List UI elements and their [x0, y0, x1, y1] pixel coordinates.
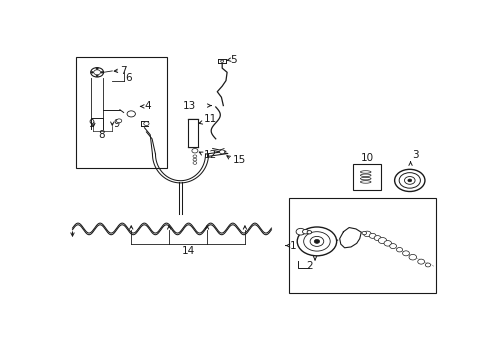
Text: 10: 10: [360, 153, 373, 163]
Circle shape: [309, 237, 323, 246]
Text: 15: 15: [232, 155, 245, 165]
Circle shape: [91, 72, 93, 73]
Circle shape: [96, 75, 98, 77]
Circle shape: [378, 238, 386, 244]
Circle shape: [127, 111, 135, 117]
Circle shape: [394, 169, 424, 192]
Circle shape: [306, 231, 311, 234]
Circle shape: [314, 239, 319, 243]
Circle shape: [116, 119, 122, 123]
Ellipse shape: [360, 177, 370, 180]
Circle shape: [389, 244, 396, 249]
Circle shape: [101, 72, 103, 73]
Circle shape: [302, 229, 308, 234]
Bar: [288, 198, 435, 293]
Text: 2: 2: [305, 261, 312, 271]
Text: 9: 9: [113, 118, 119, 129]
Circle shape: [90, 68, 103, 77]
Text: 11: 11: [203, 114, 217, 125]
Bar: [188, 120, 197, 147]
Text: 1: 1: [289, 241, 296, 251]
Circle shape: [373, 235, 380, 240]
Text: 14: 14: [181, 246, 194, 256]
Ellipse shape: [360, 181, 370, 183]
Text: 12: 12: [203, 150, 217, 159]
Circle shape: [220, 60, 223, 62]
Circle shape: [425, 263, 430, 267]
Text: 5: 5: [230, 55, 237, 64]
Circle shape: [396, 247, 402, 252]
Bar: [76, 57, 167, 168]
Circle shape: [193, 155, 196, 158]
Ellipse shape: [360, 174, 370, 176]
Circle shape: [96, 68, 98, 69]
Text: 6: 6: [124, 73, 131, 83]
Circle shape: [193, 158, 196, 161]
Circle shape: [402, 251, 408, 256]
Circle shape: [193, 162, 196, 164]
Circle shape: [143, 122, 149, 126]
Bar: [352, 164, 381, 190]
Ellipse shape: [360, 171, 370, 173]
Circle shape: [404, 176, 414, 184]
Text: 4: 4: [144, 102, 151, 111]
Circle shape: [407, 179, 411, 182]
Text: 3: 3: [411, 150, 417, 161]
Text: 13: 13: [182, 100, 195, 111]
Circle shape: [219, 150, 224, 154]
Circle shape: [368, 233, 375, 238]
Circle shape: [417, 259, 424, 264]
Circle shape: [398, 173, 420, 188]
Circle shape: [295, 228, 305, 235]
Circle shape: [361, 231, 366, 235]
Circle shape: [94, 70, 101, 75]
Text: 7: 7: [120, 66, 126, 76]
Circle shape: [191, 149, 198, 153]
Text: 8: 8: [98, 130, 105, 140]
Circle shape: [383, 240, 391, 246]
Text: 9: 9: [88, 118, 94, 129]
Circle shape: [303, 232, 329, 251]
Circle shape: [363, 231, 370, 237]
Circle shape: [408, 255, 416, 260]
Circle shape: [297, 227, 336, 256]
